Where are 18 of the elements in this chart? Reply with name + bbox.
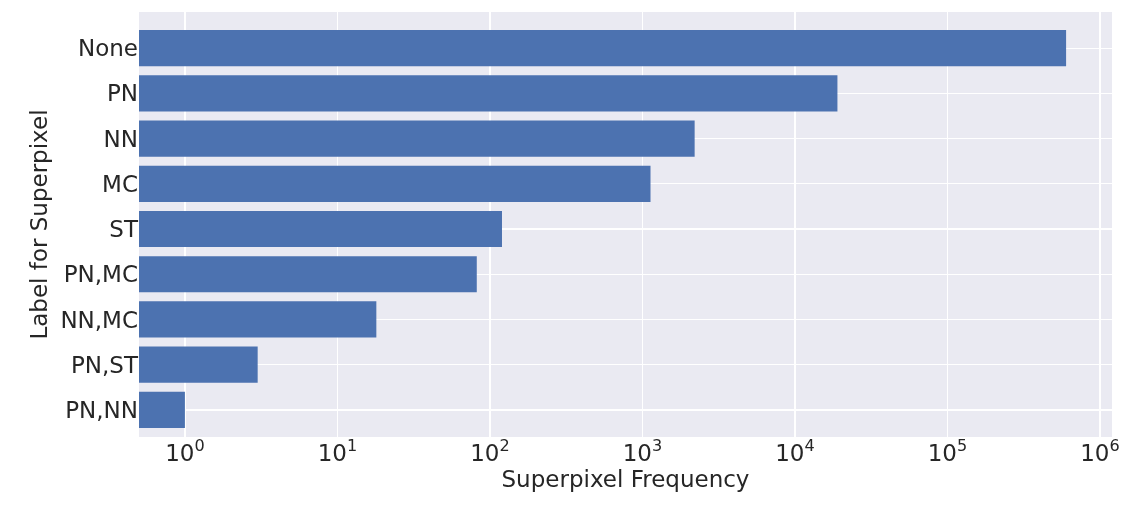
- y-axis-title: Label for Superpixel: [25, 109, 52, 340]
- y-tick-label: ST: [109, 216, 139, 243]
- y-tick-label: MC: [102, 170, 138, 197]
- y-tick-label: NN: [103, 125, 138, 152]
- x-tick-label: 10$^{4}$: [775, 436, 815, 466]
- y-tick-label: None: [77, 35, 138, 62]
- x-tick-label: 10$^{0}$: [165, 436, 205, 466]
- y-tick-label: PN,ST: [70, 351, 139, 378]
- y-tick-label: NN,MC: [60, 306, 138, 333]
- x-tick-label: 10$^{5}$: [927, 436, 968, 466]
- x-tick-label: 10$^{6}$: [1080, 436, 1120, 466]
- y-tick-label: PN,MC: [63, 261, 138, 288]
- x-tick-label: 10$^{2}$: [470, 436, 510, 466]
- y-tick-label: PN,NN: [65, 396, 138, 423]
- x-tick-label: 10$^{1}$: [317, 436, 358, 466]
- y-tick-label: PN: [106, 80, 138, 107]
- x-axis-title: Superpixel Frequency: [501, 466, 750, 492]
- x-tick-label: 10$^{3}$: [622, 436, 663, 466]
